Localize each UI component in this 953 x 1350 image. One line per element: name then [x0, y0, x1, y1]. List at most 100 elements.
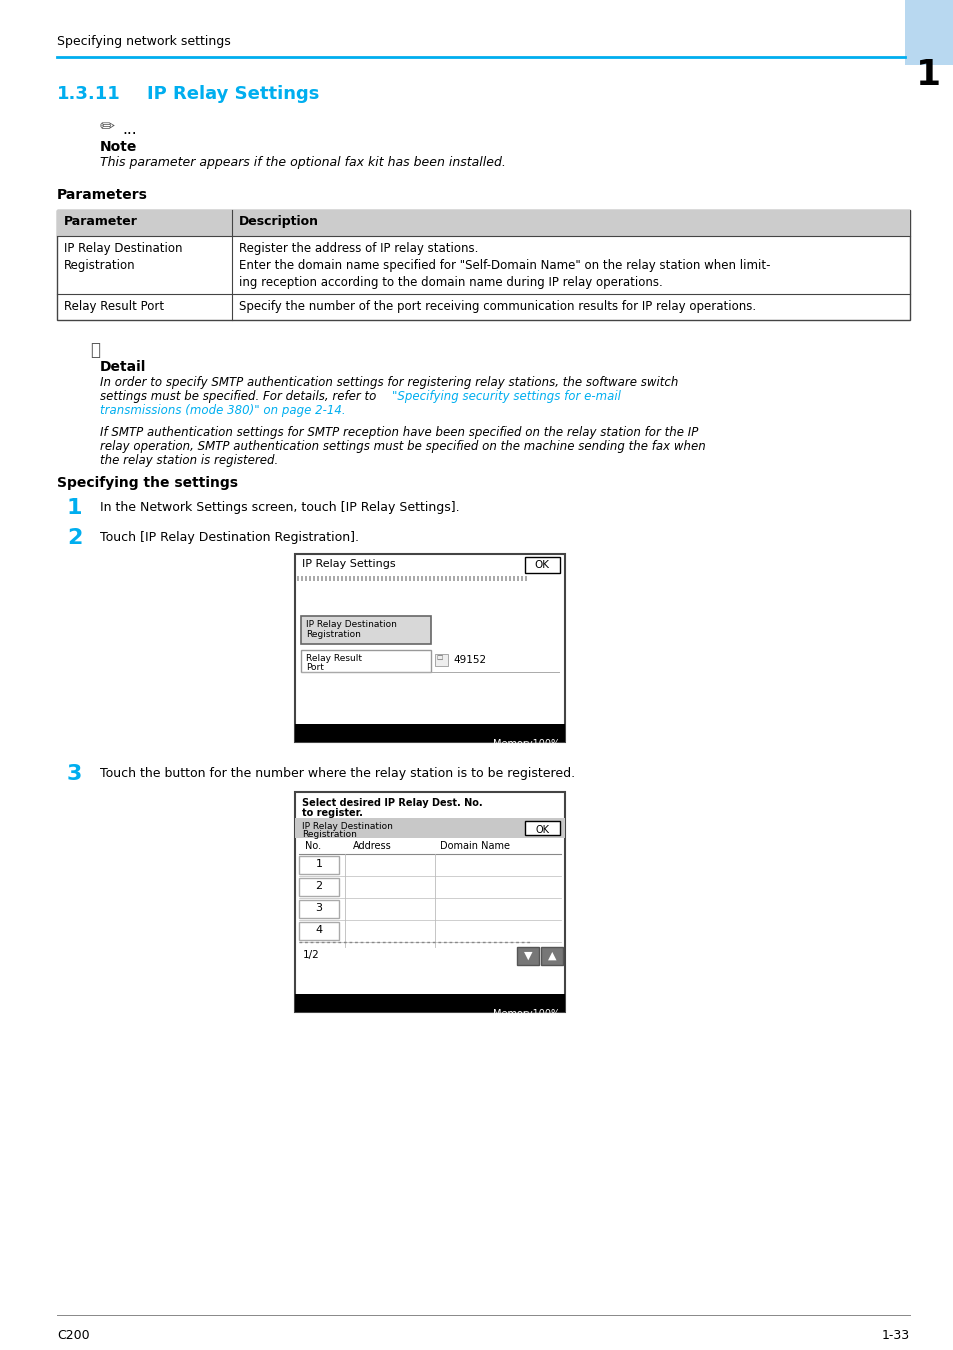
Text: Domain Name: Domain Name — [439, 841, 510, 850]
Text: Memory100%: Memory100% — [493, 738, 559, 749]
Text: 49152: 49152 — [453, 655, 486, 666]
Bar — [520, 576, 522, 580]
Bar — [57, 211, 909, 320]
Text: IP Relay Settings: IP Relay Settings — [302, 559, 395, 568]
Text: Specify the number of the port receiving communication results for IP relay oper: Specify the number of the port receiving… — [239, 300, 756, 313]
Bar — [349, 576, 351, 580]
Bar — [453, 576, 455, 580]
Text: 1.3.11: 1.3.11 — [57, 85, 121, 103]
Text: Note: Note — [100, 140, 137, 154]
Bar — [504, 576, 506, 580]
Text: 4: 4 — [315, 925, 322, 936]
Text: Registration: Registration — [302, 830, 356, 838]
Bar — [416, 576, 418, 580]
Bar — [456, 576, 458, 580]
Bar — [524, 558, 559, 572]
Bar — [513, 576, 515, 580]
Bar — [493, 576, 495, 580]
Bar — [356, 576, 358, 580]
Bar — [353, 576, 355, 580]
Bar — [420, 576, 422, 580]
Text: Detail: Detail — [100, 360, 146, 374]
Bar — [345, 576, 347, 580]
Bar — [380, 576, 382, 580]
Text: settings must be specified. For details, refer to: settings must be specified. For details,… — [100, 390, 379, 404]
Text: ☐: ☐ — [436, 655, 442, 662]
Bar — [405, 576, 407, 580]
Text: Parameters: Parameters — [57, 188, 148, 202]
Bar — [294, 554, 564, 743]
Bar — [298, 878, 338, 896]
Bar — [433, 576, 435, 580]
Text: IP Relay Destination: IP Relay Destination — [302, 822, 393, 832]
Text: Touch the button for the number where the relay station is to be registered.: Touch the button for the number where th… — [100, 767, 575, 780]
Text: In order to specify SMTP authentication settings for registering relay stations,: In order to specify SMTP authentication … — [100, 377, 678, 389]
Text: ▼: ▼ — [523, 950, 532, 961]
Text: If SMTP authentication settings for SMTP reception have been specified on the re: If SMTP authentication settings for SMTP… — [100, 427, 698, 439]
Text: 3: 3 — [315, 903, 322, 913]
Text: Parameter: Parameter — [64, 215, 138, 228]
Bar — [294, 792, 564, 1012]
Bar — [464, 576, 467, 580]
Text: Register the address of IP relay stations.
Enter the domain name specified for ": Register the address of IP relay station… — [239, 242, 770, 289]
Bar — [309, 576, 311, 580]
Text: Select desired IP Relay Dest. No.: Select desired IP Relay Dest. No. — [302, 798, 482, 809]
Bar — [294, 994, 564, 1012]
Bar — [294, 724, 564, 742]
Text: Specifying network settings: Specifying network settings — [57, 35, 231, 49]
Text: IP Relay Destination: IP Relay Destination — [306, 620, 396, 629]
Bar — [389, 576, 391, 580]
Text: IP Relay Destination
Registration: IP Relay Destination Registration — [64, 242, 182, 271]
Text: Registration: Registration — [306, 630, 360, 639]
Bar — [473, 576, 475, 580]
Text: "Specifying security settings for e-mail: "Specifying security settings for e-mail — [392, 390, 620, 404]
Bar — [444, 576, 447, 580]
Bar — [373, 576, 375, 580]
Text: relay operation, SMTP authentication settings must be specified on the machine s: relay operation, SMTP authentication set… — [100, 440, 705, 454]
Text: 2: 2 — [315, 882, 322, 891]
Bar — [489, 576, 491, 580]
Bar — [424, 576, 427, 580]
Bar — [480, 576, 482, 580]
Bar — [316, 576, 318, 580]
Bar — [298, 922, 338, 940]
Bar — [336, 576, 338, 580]
Text: Port: Port — [306, 663, 323, 672]
Bar — [484, 576, 486, 580]
Bar — [517, 576, 518, 580]
Bar — [301, 616, 431, 644]
Bar — [396, 576, 398, 580]
Bar — [524, 576, 526, 580]
Bar — [413, 576, 415, 580]
Bar — [294, 818, 564, 838]
Text: 1-33: 1-33 — [881, 1328, 909, 1342]
Bar — [497, 576, 498, 580]
Text: 2: 2 — [67, 528, 82, 548]
Bar — [376, 576, 378, 580]
Bar — [476, 576, 478, 580]
Text: IP Relay Settings: IP Relay Settings — [147, 85, 319, 103]
Bar — [436, 576, 438, 580]
Bar — [400, 576, 402, 580]
Text: Touch [IP Relay Destination Registration].: Touch [IP Relay Destination Registration… — [100, 531, 358, 544]
Text: 1: 1 — [67, 498, 82, 518]
Text: This parameter appears if the optional fax kit has been installed.: This parameter appears if the optional f… — [100, 157, 505, 169]
Bar — [360, 576, 363, 580]
Text: 3: 3 — [67, 764, 82, 784]
Text: 🔍: 🔍 — [90, 342, 100, 359]
Bar — [57, 211, 909, 236]
Text: In the Network Settings screen, touch [IP Relay Settings].: In the Network Settings screen, touch [I… — [100, 501, 459, 514]
Bar — [540, 946, 562, 965]
Bar — [460, 576, 462, 580]
Bar — [393, 576, 395, 580]
Text: OK: OK — [534, 560, 549, 570]
Text: 1: 1 — [916, 58, 941, 92]
Bar — [409, 576, 411, 580]
Bar — [329, 576, 331, 580]
Text: 1/2: 1/2 — [303, 950, 319, 960]
Text: Relay Result: Relay Result — [306, 653, 361, 663]
Text: ✏: ✏ — [100, 117, 115, 136]
Text: the relay station is registered.: the relay station is registered. — [100, 454, 278, 467]
Bar — [340, 576, 343, 580]
Text: transmissions (mode 380)" on page 2-14.: transmissions (mode 380)" on page 2-14. — [100, 404, 345, 417]
